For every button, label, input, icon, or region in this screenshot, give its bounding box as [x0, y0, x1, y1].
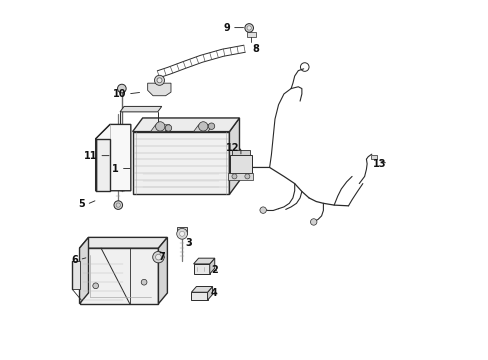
Circle shape	[244, 174, 249, 179]
Text: 3: 3	[184, 238, 191, 248]
Polygon shape	[228, 173, 253, 180]
Text: 10: 10	[112, 89, 126, 99]
Text: 11: 11	[84, 150, 97, 161]
Polygon shape	[230, 155, 251, 173]
Polygon shape	[80, 237, 88, 304]
Circle shape	[157, 78, 162, 83]
Text: 8: 8	[251, 44, 258, 54]
Polygon shape	[96, 139, 110, 191]
Circle shape	[155, 254, 161, 260]
Circle shape	[231, 174, 237, 179]
Polygon shape	[193, 264, 209, 274]
Circle shape	[179, 231, 184, 236]
Circle shape	[165, 125, 171, 131]
Text: 9: 9	[223, 23, 230, 33]
Polygon shape	[246, 32, 255, 37]
Circle shape	[176, 228, 187, 239]
Circle shape	[93, 283, 99, 289]
Polygon shape	[96, 125, 131, 191]
Circle shape	[141, 279, 147, 285]
Circle shape	[310, 219, 316, 225]
Polygon shape	[132, 118, 239, 132]
Polygon shape	[229, 118, 239, 194]
Circle shape	[246, 26, 251, 30]
Circle shape	[244, 24, 253, 32]
Text: 5: 5	[78, 199, 85, 210]
Polygon shape	[209, 258, 214, 274]
Polygon shape	[158, 237, 167, 304]
Text: 12: 12	[225, 143, 239, 153]
Polygon shape	[150, 125, 169, 132]
Polygon shape	[191, 292, 207, 300]
Text: 4: 4	[210, 288, 217, 298]
Polygon shape	[72, 261, 80, 289]
Polygon shape	[191, 287, 212, 292]
Text: 2: 2	[210, 265, 217, 275]
Polygon shape	[80, 248, 158, 304]
Polygon shape	[207, 287, 212, 300]
Text: 6: 6	[71, 255, 78, 265]
Text: 1: 1	[112, 163, 119, 174]
Polygon shape	[176, 227, 187, 234]
Text: 13: 13	[372, 159, 386, 169]
Circle shape	[154, 75, 164, 85]
Polygon shape	[120, 107, 162, 112]
Circle shape	[208, 123, 214, 130]
Circle shape	[114, 201, 122, 210]
Polygon shape	[193, 125, 212, 132]
Polygon shape	[231, 149, 249, 155]
Circle shape	[117, 84, 126, 93]
Text: 7: 7	[159, 252, 165, 262]
Circle shape	[155, 122, 164, 131]
Polygon shape	[193, 258, 214, 264]
Polygon shape	[147, 83, 171, 96]
Polygon shape	[132, 132, 229, 194]
Circle shape	[260, 207, 266, 213]
Circle shape	[198, 122, 207, 131]
Polygon shape	[370, 155, 376, 159]
Circle shape	[152, 251, 164, 263]
Polygon shape	[80, 237, 167, 248]
